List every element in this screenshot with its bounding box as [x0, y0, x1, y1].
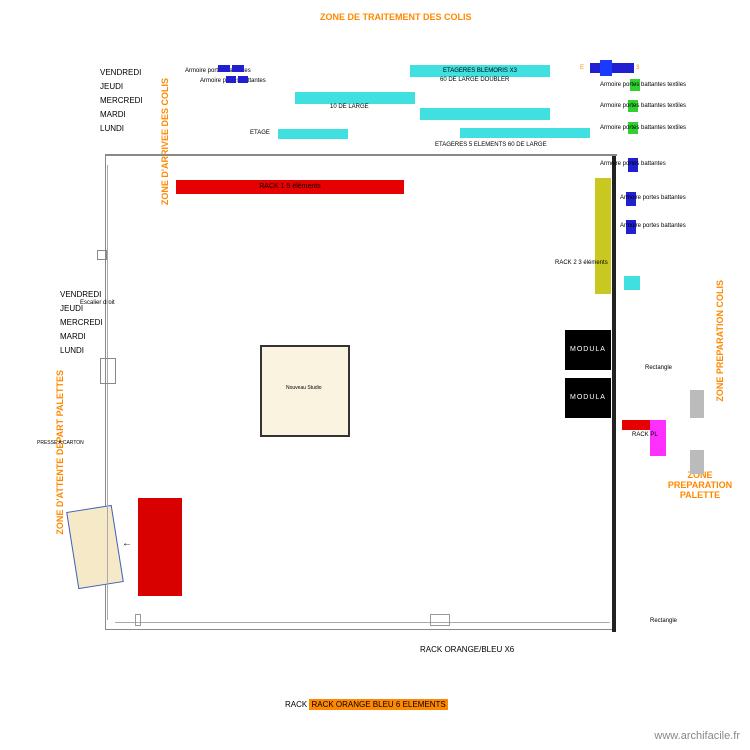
- red-box: [622, 420, 652, 430]
- rack2-label: RACK 2 3 éléments: [555, 260, 608, 266]
- zone-traitement-title: ZONE DE TRAITEMENT DES COLIS: [320, 12, 472, 22]
- sub-label: 60 DE LARGE DOUBLER: [440, 77, 509, 83]
- rectangle-label: Rectangle: [650, 618, 677, 624]
- day-row: JEUDI: [100, 82, 123, 91]
- armoire-tx-label: Armoire portes battantes textiles: [600, 103, 686, 109]
- rack-orange-6el: RACK RACK ORANGE BLEU 6 ELEMENTS: [285, 700, 448, 709]
- modula-box: MODULA: [565, 330, 611, 370]
- rack-pl-label: RACK PL: [632, 432, 658, 438]
- day-row: LUNDI: [100, 124, 124, 133]
- etageres-cyan: [420, 108, 550, 120]
- rack1: RACK 1 5 éléments: [176, 180, 404, 194]
- blue-box: [232, 65, 244, 72]
- presse-label: PRESSE A CARTON: [37, 440, 84, 446]
- rectangle-label: Rectangle: [645, 365, 672, 371]
- armoire-label: Armoire portes battantes: [600, 161, 666, 167]
- zone-prep-colis-label: ZONE PREPARATION COLIS: [715, 280, 725, 402]
- etageres-5-label: ETAGERES 5 ELEMENTS 60 DE LARGE: [435, 142, 547, 148]
- blue-box: [218, 65, 230, 72]
- rack-orange-bleu-label: RACK ORANGE/BLEU X6: [420, 645, 514, 654]
- armoire-tx-label: Armoire portes battantes textiles: [600, 125, 686, 131]
- wall-feature: [100, 358, 116, 384]
- armoire-label: Armoire portes battantes: [620, 195, 686, 201]
- blue-box: [600, 60, 612, 76]
- nouveau-label: Nouveau Studio: [286, 385, 322, 391]
- magenta-box: [650, 420, 666, 456]
- etageres-cyan: [278, 129, 348, 139]
- modula-box: MODULA: [565, 378, 611, 418]
- center-room: [260, 345, 350, 437]
- wall-feature: [97, 250, 107, 260]
- door-icon: [135, 614, 141, 626]
- etageres-cyan: [295, 92, 415, 104]
- day-row: MERCREDI: [100, 96, 143, 105]
- etageres-orange-label: E: [580, 65, 584, 71]
- day-row: MARDI: [60, 332, 86, 341]
- dim-line: [107, 165, 108, 620]
- red-rack-bottom: [138, 498, 182, 596]
- gray-box: [690, 450, 704, 474]
- armoire-tx-label: Armoire portes battantes textiles: [600, 82, 686, 88]
- day-row: LUNDI: [60, 346, 84, 355]
- cyan-box: [624, 276, 640, 290]
- etageres-cyan: [460, 128, 590, 138]
- blue-box: [226, 76, 236, 83]
- zone-attente-label: ZONE D'ATTENTE DEPART PALETTES: [55, 370, 65, 535]
- dim-line: [115, 622, 610, 623]
- rack2-box: [595, 178, 611, 294]
- etageres-prefix: ETAGE: [250, 130, 270, 136]
- day-row: VENDREDI: [100, 68, 141, 77]
- day-row: MARDI: [100, 110, 126, 119]
- wall-right: [612, 154, 616, 632]
- gray-box: [690, 390, 704, 418]
- etageres-orange-label: 3: [636, 65, 639, 71]
- blue-box: [590, 63, 634, 73]
- blue-box: [238, 76, 248, 83]
- day-row: MERCREDI: [60, 318, 103, 327]
- watermark: www.archifacile.fr: [654, 730, 740, 742]
- door-icon: [430, 614, 450, 626]
- escalier-label: Escalier droit: [80, 300, 115, 306]
- etageres-cyan: ETAGERES BLEMORIS X3: [410, 65, 550, 77]
- armoire-label: Armoire portes battantes: [620, 223, 686, 229]
- day-row: VENDREDI: [60, 290, 101, 299]
- zone-prep-palette-label: ZONE PREPARATION PALETTE: [660, 470, 740, 500]
- arrow-icon: ←: [122, 538, 132, 549]
- sub-label: 10 DE LARGE: [330, 104, 369, 110]
- wall-top: [105, 154, 617, 156]
